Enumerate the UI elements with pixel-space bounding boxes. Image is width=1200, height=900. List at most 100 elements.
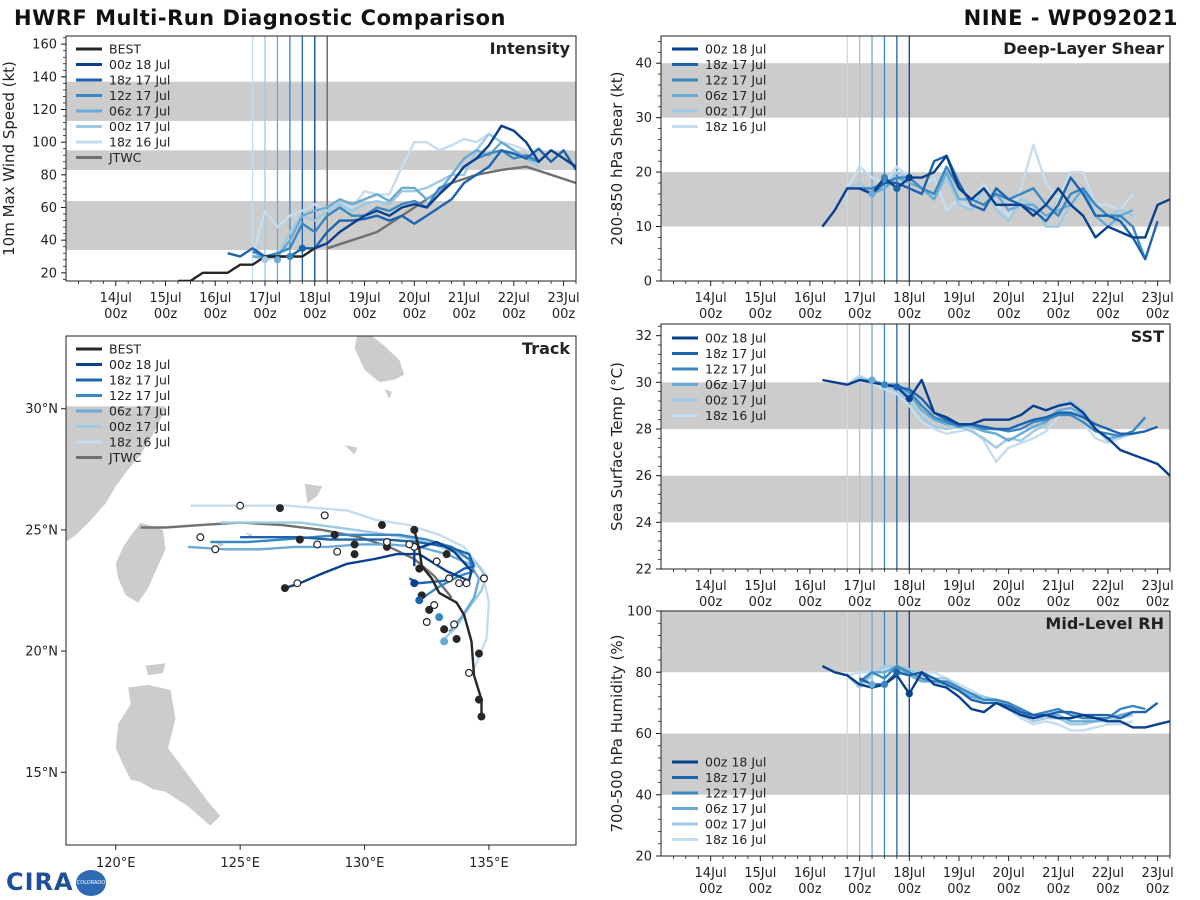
land-amami — [344, 445, 358, 455]
intensity-xtick-date: 14Jul — [100, 291, 132, 306]
shear-ylabel: 200-850 hPa Shear (kt) — [608, 72, 626, 246]
sst-ytick-label: 30 — [635, 376, 652, 391]
rh-series-run_18z_17jul — [859, 671, 1159, 720]
intensity-ytick-label: 160 — [32, 38, 57, 53]
rh-panel: 2040608010014Jul00z15Jul00z16Jul00z17Jul… — [608, 605, 1174, 898]
track-marker-38 — [415, 596, 424, 605]
track-marker-21 — [350, 540, 359, 549]
land-tanegashima — [384, 389, 392, 399]
sst-xtick-hour: 00z — [898, 595, 922, 610]
track-legend-label-run_06z_17jul: 06z 17 Jul — [109, 404, 170, 419]
figure-title: HWRF Multi-Run Diagnostic Comparison — [14, 6, 507, 30]
rh-xtick-hour: 00z — [848, 882, 872, 897]
sst-xtick-date: 14Jul — [695, 579, 727, 594]
shear-xtick-date: 23Jul — [1141, 291, 1173, 306]
shear-legend-label-run_00z_17jul: 00z 17 Jul — [705, 104, 766, 119]
cira-logo: CIRA COLORADO STATE — [6, 868, 106, 898]
track-legend-label-run_18z_17jul: 18z 17 Jul — [109, 373, 170, 388]
shear-xtick-hour: 00z — [699, 307, 723, 322]
intensity-axes-frame — [65, 35, 577, 282]
sst-xtick-hour: 00z — [1096, 595, 1120, 610]
rh-legend-label-run_06z_17jul: 06z 17 Jul — [705, 801, 766, 816]
rh-init-marker-0 — [905, 690, 913, 698]
intensity-ytick-label: 140 — [32, 70, 57, 85]
intensity-legend-label-run_00z_17jul: 00z 17 Jul — [109, 119, 170, 134]
intensity-ylabel: 10m Max Wind Speed (kt) — [0, 61, 18, 256]
track-marker-34 — [430, 601, 439, 610]
sst-series-run_00z_17jul — [846, 376, 1134, 449]
track-marker-31 — [320, 511, 329, 520]
track-marker-28 — [236, 501, 245, 510]
rh-xtick-date: 18Jul — [893, 866, 925, 881]
shear-xtick-date: 21Jul — [1042, 291, 1074, 306]
track-ytick-label: 15°N — [25, 766, 58, 781]
land-kyushu — [354, 336, 405, 383]
shear-legend-label-run_06z_17jul: 06z 17 Jul — [705, 88, 766, 103]
intensity-xtick-hour: 00z — [552, 307, 576, 322]
land-china-coast — [66, 406, 166, 542]
shear-xtick-hour: 00z — [798, 307, 822, 322]
track-land — [66, 336, 405, 826]
track-line-run_12z_17jul — [210, 533, 476, 602]
intensity-xtick-date: 22Jul — [498, 291, 530, 306]
track-xtick-label: 135°E — [469, 856, 509, 871]
land-ishigaki — [215, 542, 226, 547]
rh-xtick-date: 20Jul — [992, 866, 1024, 881]
shear-legend-label-run_00z_18jul: 00z 18 Jul — [705, 42, 766, 57]
track-xtick-label: 125°E — [220, 856, 260, 871]
track-lines — [140, 501, 491, 721]
intensity-ytick-label: 120 — [32, 103, 57, 118]
intensity-series-run_12z_17jul — [252, 149, 540, 258]
track-marker-19 — [350, 550, 359, 559]
track-marker-7 — [422, 618, 431, 627]
sst-xtick-date: 19Jul — [943, 579, 975, 594]
sst-legend-label-run_18z_17jul: 18z 17 Jul — [705, 346, 766, 361]
intensity-xtick-hour: 00z — [104, 307, 128, 322]
track-marker-40 — [440, 637, 449, 646]
intensity-init-marker-0 — [298, 244, 306, 252]
track-marker-12 — [415, 564, 424, 573]
track-marker-23 — [295, 535, 304, 544]
shear-xtick-hour: 00z — [1047, 307, 1071, 322]
sst-xtick-date: 16Jul — [794, 579, 826, 594]
land-taiwan — [115, 522, 166, 603]
track-ytick-label: 25°N — [25, 523, 58, 538]
track-marker-13 — [432, 557, 441, 566]
shear-xtick-hour: 00z — [898, 307, 922, 322]
shear-ytick-label: 40 — [635, 57, 652, 72]
rh-ytick-label: 40 — [635, 788, 652, 803]
intensity-panel-title: Intensity — [490, 39, 571, 58]
intensity-init-marker-3 — [261, 256, 269, 264]
intensity-shaded-band-1 — [66, 150, 576, 170]
storm-id-title: NINE - WP092021 — [963, 6, 1178, 30]
sst-xtick-date: 17Jul — [844, 579, 876, 594]
rh-panel-title: Mid-Level RH — [1045, 614, 1164, 633]
intensity-legend-label-jtwc: JTWC — [108, 150, 142, 165]
rh-init-marker-3 — [868, 680, 876, 689]
intensity-xtick-date: 17Jul — [249, 291, 281, 306]
rh-xtick-hour: 00z — [1096, 882, 1120, 897]
intensity-xtick-hour: 00z — [403, 307, 427, 322]
intensity-xtick-date: 18Jul — [299, 291, 331, 306]
intensity-ytick-label: 100 — [32, 136, 57, 151]
shear-init-marker-0 — [905, 173, 913, 182]
shear-xtick-date: 17Jul — [844, 291, 876, 306]
track-legend-label-run_12z_17jul: 12z 17 Jul — [109, 388, 170, 403]
sst-init-marker-2 — [880, 381, 889, 389]
shear-init-marker-1 — [893, 184, 901, 193]
shear-xtick-date: 18Jul — [893, 291, 925, 306]
track-marker-30 — [196, 533, 205, 542]
shear-xtick-date: 20Jul — [992, 291, 1024, 306]
track-line-run_18z_16jul — [190, 504, 491, 676]
rh-legend-label-run_18z_17jul: 18z 17 Jul — [705, 770, 766, 785]
sst-xtick-date: 20Jul — [992, 579, 1024, 594]
rh-xtick-hour: 00z — [1146, 882, 1170, 897]
track-marker-22 — [330, 530, 339, 539]
track-panel-title: Track — [522, 339, 570, 358]
intensity-xtick-hour: 00z — [204, 307, 228, 322]
track-marker-16 — [405, 540, 414, 549]
track-marker-26 — [293, 579, 302, 588]
sst-ytick-label: 24 — [635, 516, 652, 531]
track-xtick-label: 130°E — [345, 856, 385, 871]
intensity-legend-label-run_12z_17jul: 12z 17 Jul — [109, 88, 170, 103]
